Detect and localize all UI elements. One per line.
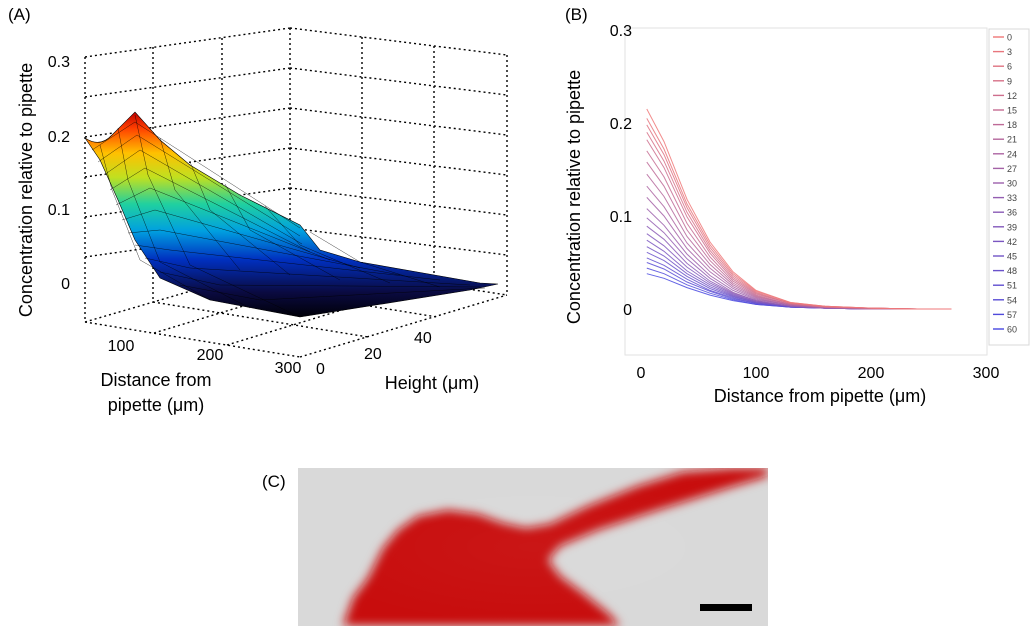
panel-a-label: (A) <box>8 5 31 24</box>
panel-b-legend-entry: 24 <box>1007 149 1017 159</box>
panel-b-series-line <box>646 251 952 310</box>
panel-b-series-line <box>646 108 952 310</box>
panel-a-x-axis-title-line1: Distance from <box>100 370 211 390</box>
panel-b-legend-entry: 21 <box>1007 135 1017 145</box>
panel-b-series-line <box>646 139 952 310</box>
panel-b-x-ticks: 0 100 200 300 <box>637 365 1000 382</box>
panel-a-y-tick: 0.1 <box>48 202 70 219</box>
panel-b-y-ticks: 0 0.1 0.2 0.3 <box>610 23 632 319</box>
panel-b-x-axis-title: Distance from pipette (μm) <box>714 386 926 406</box>
panel-a-surface <box>84 111 499 318</box>
panel-b-y-axis-title: Concentration relative to pipette <box>564 70 584 324</box>
panel-b-series-line <box>646 150 952 310</box>
panel-c-label: (C) <box>262 472 286 491</box>
panel-c-micrograph: (C) <box>262 468 768 626</box>
panel-b-legend-entry: 3 <box>1007 47 1012 57</box>
panel-b-x-tick: 0 <box>637 365 646 382</box>
panel-a-y-axis-title: Concentration relative to pipette <box>16 63 36 317</box>
panel-b-series-lines <box>646 108 952 310</box>
panel-b-legend-entry: 39 <box>1007 222 1017 232</box>
panel-b-series-line <box>646 118 952 310</box>
panel-a-surface-plot: (A) <box>8 5 508 415</box>
panel-b-series-line <box>646 262 952 310</box>
panel-b-legend-entry: 42 <box>1007 237 1017 247</box>
panel-b-legend-entry: 60 <box>1007 325 1017 335</box>
panel-b-legend-entry: 0 <box>1007 33 1012 43</box>
panel-b-series-line <box>646 225 952 310</box>
panel-b-legend-entry: 12 <box>1007 91 1017 101</box>
panel-a-height-ticks: 0 20 40 <box>316 330 432 378</box>
panel-b-series-line <box>646 185 952 310</box>
panel-b-legend-entry: 18 <box>1007 120 1017 130</box>
panel-b-legend-entry: 51 <box>1007 281 1017 291</box>
panel-a-height-tick: 0 <box>316 361 325 378</box>
panel-a-x-tick: 100 <box>108 338 135 355</box>
panel-b-legend-entry: 48 <box>1007 266 1017 276</box>
panel-b-legend-entry: 9 <box>1007 76 1012 86</box>
panel-a-y-tick: 0 <box>61 276 70 293</box>
panel-b-series-line <box>646 239 952 310</box>
panel-b-legend-entry: 30 <box>1007 179 1017 189</box>
panel-b-series-line <box>646 233 952 310</box>
panel-b-series-line <box>646 257 952 310</box>
panel-b-y-tick: 0.1 <box>610 209 632 226</box>
panel-a-height-tick: 20 <box>364 346 382 363</box>
panel-b-legend-entry: 6 <box>1007 62 1012 72</box>
panel-b-series-line <box>646 208 952 310</box>
panel-b-legend-entry: 36 <box>1007 208 1017 218</box>
panel-b-x-tick: 300 <box>973 365 1000 382</box>
panel-a-x-ticks: 100 200 300 <box>108 338 302 377</box>
panel-b-y-tick: 0 <box>623 302 632 319</box>
panel-b-plot-frame <box>624 27 988 356</box>
panel-a-y-tick: 0.2 <box>48 129 70 146</box>
panel-a-y-ticks: 0 0.1 0.2 0.3 <box>48 54 70 293</box>
panel-b-label: (B) <box>565 5 588 24</box>
panel-a-x-tick: 300 <box>275 360 302 377</box>
panel-b-series-line <box>646 132 952 310</box>
panel-b-legend-entry: 27 <box>1007 164 1017 174</box>
panel-a-x-axis-title-line2: pipette (μm) <box>108 395 204 415</box>
panel-b-legend-entry: 57 <box>1007 310 1017 320</box>
panel-b-x-tick: 200 <box>858 365 885 382</box>
panel-b-legend-entry: 45 <box>1007 252 1017 262</box>
panel-a-height-axis-title: Height (μm) <box>385 373 479 393</box>
panel-a-height-tick: 40 <box>414 330 432 347</box>
panel-b-series-line <box>646 173 952 310</box>
panel-b-y-tick: 0.3 <box>610 23 632 40</box>
panel-a-y-tick: 0.3 <box>48 54 70 71</box>
panel-b-series-line <box>646 246 952 310</box>
panel-b-legend-entry: 15 <box>1007 106 1017 116</box>
panel-b-legend-box <box>988 28 1030 346</box>
panel-b-x-tick: 100 <box>743 365 770 382</box>
panel-b-legend-entry: 54 <box>1007 295 1017 305</box>
panel-b-legend-entry: 33 <box>1007 193 1017 203</box>
panel-a-x-tick: 200 <box>197 347 224 364</box>
panel-c-scale-bar <box>700 604 752 611</box>
panel-b-line-chart: (B) 00.10.20.3 0 100 200 300 Concentration … <box>564 5 1030 406</box>
panel-b-y-tick: 0.2 <box>610 116 632 133</box>
